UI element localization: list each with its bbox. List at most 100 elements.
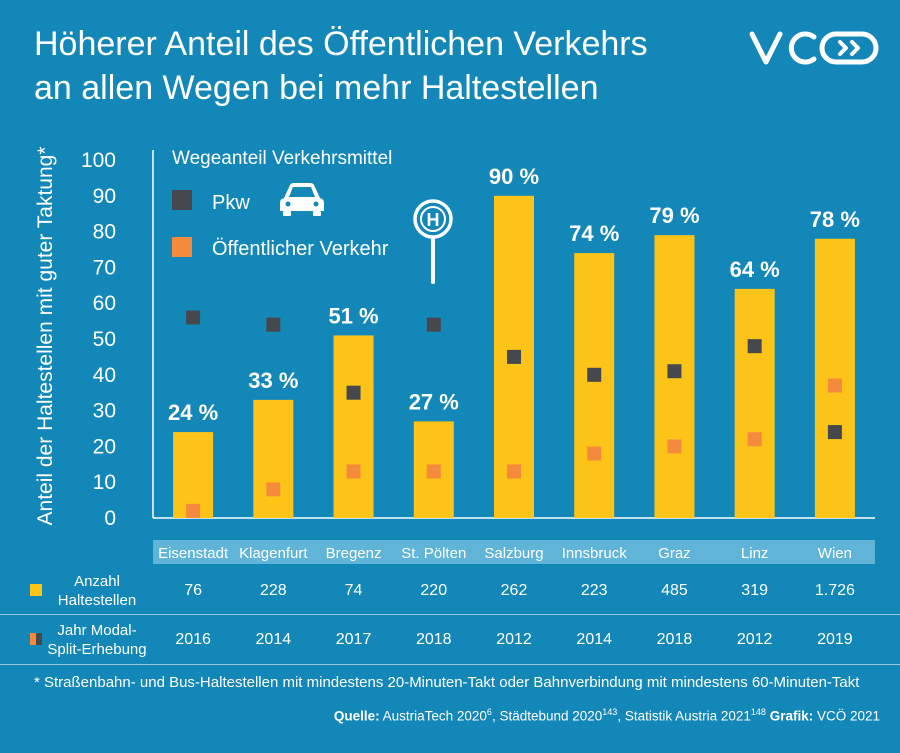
table-cell: 220 [420,582,448,599]
y-tick-label: 10 [93,471,116,494]
table-cell: 2018 [656,631,693,648]
bar [814,238,855,518]
table-cell: 74 [344,582,363,599]
table-cell: 228 [259,582,287,599]
oev-marker [266,482,281,497]
haltestellen-swatch [30,584,42,596]
category-label: Klagenfurt [239,545,308,562]
y-axis-label: Anteil der Haltestellen mit guter Taktun… [34,147,57,526]
chart-title: Höherer Anteil des Öffentlichen Verkehrs… [34,22,674,110]
svg-text:H: H [427,210,440,230]
table-cell: 2017 [335,631,372,648]
bar [173,432,214,518]
table-cell: 2016 [175,631,211,648]
vco-logo [749,31,879,65]
bar [333,335,374,518]
y-tick-label: 100 [81,149,116,172]
footnote: * Straßenbahn- und Bus-Haltestellen mit … [34,674,860,691]
legend-swatch-oev [172,237,192,257]
bus-stop-icon: H [413,199,453,284]
table-cell: 2018 [415,631,452,648]
category-label: Graz [658,545,691,562]
value-label: 51 % [328,303,378,328]
table-divider [0,614,900,615]
source-part: , Statistik Austria 2021 [617,708,751,724]
oev-marker [507,464,521,479]
table-row-label: Anzahl Haltestellen [42,572,152,610]
grafik-label: Grafik: [765,708,814,724]
legend: Wegeanteil Verkehrsmittel Pkw Öffentlich… [172,148,392,260]
source-label: Quelle: [333,708,380,724]
car-icon [280,183,324,216]
value-labels: 24 % 33 % 51 % 27 % 90 % 74 % 79 % 64 % 78 % [168,164,860,425]
legend-label-oev: Öffentlicher Verkehr [212,238,389,260]
value-label: 64 % [730,257,780,282]
oev-marker [587,446,602,461]
category-label: Bregenz [326,545,382,562]
table-label-line: Haltestellen [57,592,137,609]
grafik-value: VCÖ 2021 [813,708,880,724]
value-label: 24 % [168,400,218,425]
table-label-line: Anzahl [74,573,120,590]
value-label: 27 % [409,389,459,414]
legend-title: Wegeanteil Verkehrsmittel [172,148,392,169]
value-label: 79 % [649,203,699,228]
source-note: Quelle: AustriaTech 20206, Städtebund 20… [334,707,880,724]
title-line-2: an allen Wegen bei mehr Haltestellen [34,69,599,107]
oev-marker [827,378,842,393]
table-row-haltestellen: Anzahl Haltestellen 76 228 74 220 262 223 485 3… [0,571,900,611]
y-axis-ticks: 0 10 20 30 40 50 60 70 80 90 100 [81,149,116,530]
table-cell: 1.726 [814,582,855,599]
value-label: 90 % [489,164,539,189]
y-tick-label: 50 [93,328,116,351]
y-tick-label: 60 [93,292,116,315]
oev-marker [667,439,682,454]
pkw-marker [587,367,602,382]
y-tick-label: 0 [104,507,116,530]
legend-label-pkw: Pkw [212,192,250,214]
source-part: AustriaTech 2020 [379,708,487,724]
table-row-label: Jahr Modal- Split-Erhebung [42,621,152,659]
table-cell: 319 [741,582,768,599]
modal-split-swatch [30,633,42,645]
value-label: 74 % [569,221,619,246]
table-label-line: Jahr Modal- [57,622,137,639]
table-cell: 223 [580,582,608,599]
y-tick-label: 20 [93,435,116,458]
legend-swatch-pkw [172,190,192,210]
table-cell: 2014 [576,631,613,648]
category-label: Innsbruck [562,545,628,562]
table-cell: 76 [184,582,202,599]
source-sup: 148 [750,707,766,717]
table-cell: 2019 [817,631,853,648]
pkw-marker [827,425,842,440]
source-sup: 6 [486,707,492,717]
y-tick-label: 30 [93,400,116,423]
category-label: Salzburg [484,545,543,562]
pkw-marker [426,317,441,332]
pkw-marker [186,310,201,325]
oev-marker [747,432,762,447]
table-cell: 2014 [255,631,292,648]
table-row-jahr: Jahr Modal- Split-Erhebung 2016 2014 2017 2… [0,620,900,660]
oev-marker [426,464,441,479]
oev-marker [346,464,361,479]
bar [734,288,775,518]
markers [186,310,842,518]
bar [574,253,615,518]
category-label: Linz [741,545,769,562]
category-label: Eisenstadt [158,545,229,562]
category-labels: Eisenstadt Klagenfurt Bregenz St. Pölten Sal… [158,545,852,562]
pkw-marker [346,385,361,400]
city-strip [153,540,875,564]
y-tick-label: 70 [93,256,116,279]
value-label: 33 % [248,368,298,393]
y-tick-label: 40 [93,364,116,387]
pkw-marker [507,349,521,364]
y-tick-label: 90 [93,185,116,208]
category-label: Wien [818,545,852,562]
y-tick-label: 80 [93,221,116,244]
table-cell: 485 [661,582,688,599]
title-line-1: Höherer Anteil des Öffentlichen Verkehrs [34,25,648,63]
